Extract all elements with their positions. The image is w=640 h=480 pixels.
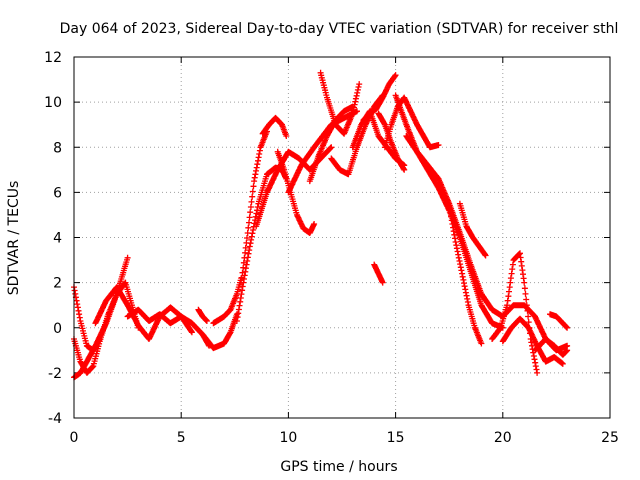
plus-markers: [233, 164, 290, 324]
y-tick-label: -4: [48, 411, 62, 427]
plus-markers: [124, 306, 213, 349]
plus-markers: [317, 69, 363, 137]
y-tick-label: 12: [44, 50, 62, 66]
x-tick-label: 15: [387, 430, 405, 446]
data-series: [195, 306, 210, 324]
data-series: [446, 202, 485, 347]
x-tick-label: 20: [494, 430, 512, 446]
plus-markers: [375, 110, 408, 173]
y-tick-label: 0: [53, 321, 62, 337]
data-series: [238, 128, 270, 286]
y-tick-label: 10: [44, 95, 62, 111]
x-tick-label: 5: [177, 430, 186, 446]
data-series: [259, 114, 290, 139]
y-tick-label: 4: [53, 231, 62, 247]
plus-markers: [199, 311, 240, 352]
plus-markers: [195, 306, 210, 324]
x-tick-label: 0: [70, 430, 79, 446]
chart-title: Day 064 of 2023, Sidereal Day-to-day VTE…: [60, 21, 619, 37]
data-series: [532, 336, 571, 358]
plus-markers: [306, 103, 356, 185]
data-series: [375, 110, 408, 173]
y-tick-label: 8: [53, 140, 62, 156]
data-series: [547, 311, 571, 331]
data-series: [499, 315, 566, 367]
x-tick-label: 10: [279, 430, 297, 446]
data-series: [381, 94, 442, 151]
y-tick-label: -2: [48, 366, 62, 382]
y-tick-label: 2: [53, 276, 62, 292]
plus-markers: [499, 315, 566, 367]
plot-frame: [73, 56, 611, 419]
y-axis-label: SDTVAR / TECUs: [6, 181, 22, 296]
plus-markers: [371, 261, 386, 286]
x-tick-label: 25: [601, 430, 619, 446]
x-axis-label: GPS time / hours: [280, 459, 397, 475]
tick-labels: 0 5 10 15 20 25 -4 -2 0 2 4 6 8 10 12: [44, 50, 619, 446]
data-points: [71, 69, 571, 381]
data-series: [403, 133, 571, 354]
data-series: [199, 311, 240, 352]
data-series: [456, 200, 489, 259]
data-series: [317, 69, 363, 137]
plus-markers: [403, 133, 571, 354]
data-series: [306, 103, 356, 185]
plus-markers: [446, 202, 485, 347]
plus-markers: [381, 94, 442, 151]
plus-markers: [210, 275, 245, 327]
plus-markers: [547, 311, 571, 331]
plus-markers: [259, 114, 290, 139]
data-series: [210, 275, 245, 327]
data-series: [371, 261, 386, 286]
plus-markers: [532, 336, 571, 358]
data-series: [233, 164, 290, 324]
plus-markers: [456, 200, 489, 259]
data-series: [124, 306, 213, 349]
plus-markers: [238, 128, 270, 286]
y-tick-label: 6: [53, 185, 62, 201]
